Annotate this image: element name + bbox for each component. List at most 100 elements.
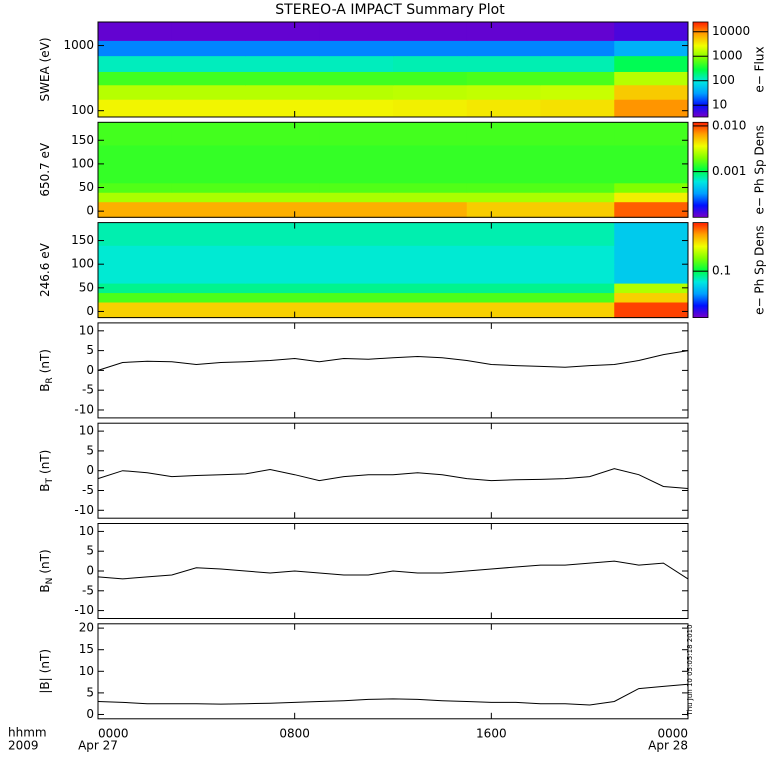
heatmap-cell (540, 192, 615, 203)
y-tick-label: 150 (71, 233, 94, 247)
heatmap-cell (171, 22, 246, 41)
heatmap-cell (393, 245, 468, 265)
heatmap-cell (245, 222, 320, 246)
heatmap-cell (171, 40, 246, 57)
heatmap-cell (540, 292, 615, 303)
heatmap-cell (614, 245, 689, 265)
y-tick-label: -5 (82, 383, 94, 397)
colorbar-tick-label: 100 (712, 73, 735, 87)
heatmap-cell (98, 302, 173, 319)
heatmap-cell (171, 302, 246, 319)
heatmap-cell (466, 222, 541, 246)
x-tick-label: 0000 (657, 726, 688, 740)
heatmap-cell (540, 222, 615, 246)
heatmap-cell (540, 245, 615, 265)
heatmap-cell (393, 99, 468, 118)
y-tick-label: 1000 (63, 38, 94, 52)
data-line (97, 560, 689, 580)
plot-frame (97, 121, 689, 218)
colorbar (692, 222, 709, 319)
heatmap-cell (171, 201, 246, 218)
colorbar-tick-label: 0.001 (712, 164, 746, 178)
heatmap-cell (393, 283, 468, 294)
plot-frame (97, 222, 689, 319)
y-axis-label-sub: T (45, 477, 55, 484)
x-axis-label: hhmm (8, 726, 47, 740)
heatmap-cell (393, 264, 468, 284)
y-tick-label: 0 (86, 707, 94, 721)
heatmap-cell (466, 84, 541, 100)
heatmap-cell (614, 283, 689, 294)
y-tick-label: 0 (86, 564, 94, 578)
colorbar-tick-label: 0.010 (712, 118, 746, 132)
heatmap-cell (245, 292, 320, 303)
heatmap-cell (245, 302, 320, 319)
heatmap-cell (98, 99, 173, 118)
heatmap-cell (466, 264, 541, 284)
heatmap-cell (171, 144, 246, 165)
heatmap-cell (171, 99, 246, 118)
heatmap-cell (171, 163, 246, 184)
data-line (97, 350, 689, 371)
y-axis-label-text: 246.6 eV (38, 242, 52, 297)
y-tick-label: -5 (82, 583, 94, 597)
y-axis-label: 650.7 eV (38, 142, 52, 197)
heatmap-cell (319, 222, 394, 246)
heatmap-cell (98, 222, 173, 246)
data-line (97, 468, 689, 489)
y-axis-label: |B| (nT) (38, 649, 52, 694)
heatmap-cell (319, 264, 394, 284)
heatmap-cell (540, 40, 615, 57)
heatmap-cell (466, 163, 541, 184)
timestamp: Thu Jun 10 05:05:18 2010 (686, 624, 694, 716)
colorbar-tick-label: 10 (712, 98, 727, 112)
plot-frame (97, 422, 689, 519)
heatmap-cell (614, 222, 689, 246)
colorbar (692, 21, 709, 118)
heatmap-cell (466, 55, 541, 72)
heatmap-cell (98, 182, 173, 193)
heatmap-cell (540, 182, 615, 193)
y-tick-label: 0 (86, 463, 94, 477)
chart-title: STEREO-A IMPACT Summary Plot (275, 2, 505, 18)
y-tick-label: 50 (79, 180, 94, 194)
heatmap-cell (98, 245, 173, 265)
heatmap-cell (540, 71, 615, 86)
y-tick-label: 150 (71, 133, 94, 147)
heatmap-cell (614, 71, 689, 86)
heatmap-cell (614, 122, 689, 146)
heatmap-cell (319, 40, 394, 57)
heatmap-cell (171, 222, 246, 246)
heatmap-cell (540, 122, 615, 146)
y-tick-label: 5 (86, 343, 94, 357)
colorbar-label: e− Ph Sp Dens (753, 125, 767, 214)
heatmap-cell (319, 302, 394, 319)
heatmap-cell (393, 292, 468, 303)
heatmap-cell (245, 84, 320, 100)
y-axis-label-text: SWEA (eV) (38, 37, 52, 101)
plot-frame (97, 623, 689, 720)
y-tick-label: 5 (86, 685, 94, 699)
heatmap-cell (393, 163, 468, 184)
y-tick-label: 20 (79, 621, 94, 635)
heatmap-cell (98, 201, 173, 218)
heatmap-cell (466, 40, 541, 57)
heatmap-cell (393, 144, 468, 165)
y-axis-label-text: B (38, 384, 52, 392)
heatmap-cell (319, 182, 394, 193)
heatmap-cell (98, 22, 173, 41)
heatmap-cell (319, 144, 394, 165)
heatmap-cell (98, 192, 173, 203)
heatmap-cell (98, 264, 173, 284)
heatmap-cell (393, 84, 468, 100)
heatmap-cell (466, 99, 541, 118)
heatmap-cell (171, 84, 246, 100)
heatmap-cell (466, 302, 541, 319)
heatmap-cell (466, 192, 541, 203)
heatmap-cell (319, 192, 394, 203)
heatmap-cell (319, 245, 394, 265)
heatmap-cell (393, 222, 468, 246)
heatmap-cell (171, 245, 246, 265)
